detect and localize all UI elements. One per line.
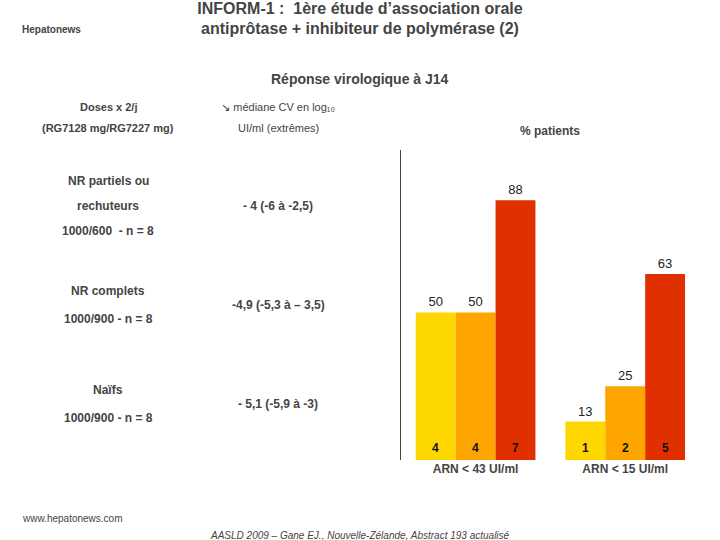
svg-text:Naïfs: Naïfs xyxy=(93,383,123,397)
svg-text:NR complets: NR complets xyxy=(71,284,145,298)
svg-text:50: 50 xyxy=(468,294,482,309)
svg-text:1000/900 - n = 8: 1000/900 - n = 8 xyxy=(64,411,153,425)
svg-text:4: 4 xyxy=(432,441,439,455)
svg-text:NR partiels ou: NR partiels ou xyxy=(68,174,149,188)
svg-text:ARN < 15 UI/ml: ARN < 15 UI/ml xyxy=(582,462,668,476)
svg-text:7: 7 xyxy=(512,441,519,455)
svg-text:UI/ml (extrêmes): UI/ml (extrêmes) xyxy=(238,122,319,134)
svg-text:-4,9 (-5,3 à – 3,5): -4,9 (-5,3 à – 3,5) xyxy=(232,298,325,312)
svg-text:50: 50 xyxy=(428,294,442,309)
svg-text:1000/600 - n = 8: 1000/600 - n = 8 xyxy=(62,224,154,238)
svg-text:rechuteurs: rechuteurs xyxy=(77,199,139,213)
svg-text:INFORM-1 : 1ère étude d’assoc: INFORM-1 : 1ère étude d’association oral… xyxy=(197,0,523,37)
svg-text:↘ médiane CV en log₁₀: ↘ médiane CV en log₁₀ xyxy=(221,101,335,113)
svg-text:- 5,1 (-5,9 à -3): - 5,1 (-5,9 à -3) xyxy=(238,397,318,411)
svg-text:5: 5 xyxy=(662,441,669,455)
svg-text:Doses x 2/j: Doses x 2/j xyxy=(80,101,137,113)
svg-text:13: 13 xyxy=(578,404,592,419)
svg-text:(RG7128 mg/RG7227 mg): (RG7128 mg/RG7227 mg) xyxy=(42,122,174,134)
svg-text:4: 4 xyxy=(472,441,479,455)
svg-text:Hepatonews: Hepatonews xyxy=(22,24,81,35)
svg-text:% patients: % patients xyxy=(520,124,580,138)
svg-text:1: 1 xyxy=(582,441,589,455)
svg-text:63: 63 xyxy=(658,256,672,271)
svg-text:2: 2 xyxy=(622,441,629,455)
svg-text:AASLD 2009 – Gane EJ., Nouvell: AASLD 2009 – Gane EJ., Nouvelle-Zélande,… xyxy=(210,530,510,540)
svg-text:25: 25 xyxy=(618,368,632,383)
svg-text:88: 88 xyxy=(508,182,522,197)
svg-text:- 4 (-6 à -2,5): - 4 (-6 à -2,5) xyxy=(243,199,313,213)
svg-text:ARN < 43 UI/ml: ARN < 43 UI/ml xyxy=(433,462,519,476)
svg-text:www.hepatonews.com: www.hepatonews.com xyxy=(22,513,123,524)
svg-text:1000/900 - n = 8: 1000/900 - n = 8 xyxy=(64,312,153,326)
svg-text:Réponse virologique à J14: Réponse virologique à J14 xyxy=(271,71,449,87)
